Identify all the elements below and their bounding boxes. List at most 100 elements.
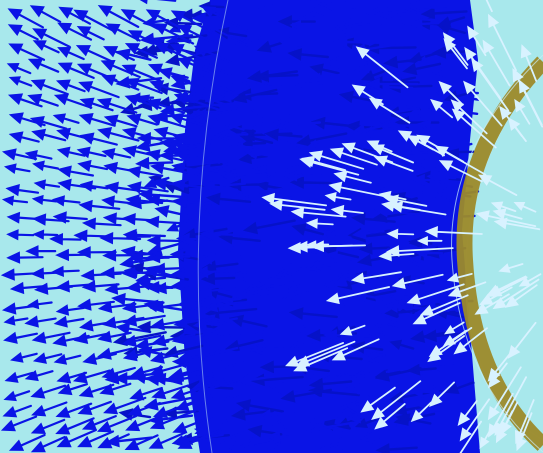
field-arrow [24, 315, 57, 328]
highlight-arrow [378, 190, 407, 202]
field-arrow [199, 227, 241, 241]
highlight-arrow [410, 401, 433, 423]
field-arrow [322, 328, 372, 342]
field-arrow [277, 15, 316, 28]
field-arrow [208, 323, 248, 337]
field-arrow [325, 56, 365, 69]
highlight-arrow [520, 44, 538, 82]
field-arrow [204, 300, 234, 313]
field-arrow [8, 76, 33, 87]
field-arrow [147, 63, 191, 83]
field-arrow [307, 69, 360, 85]
highlight-arrow [329, 147, 378, 166]
highlight-arrow [350, 271, 402, 285]
field-arrow [251, 343, 300, 356]
highlight-arrow [447, 281, 487, 298]
field-arrow [198, 252, 242, 265]
field-arrow [277, 118, 321, 132]
highlight-arrow [507, 117, 527, 142]
field-arrow [1, 195, 29, 206]
field-arrow [122, 314, 166, 327]
highlight-arrow [416, 236, 443, 246]
field-arrow [197, 284, 236, 297]
field-arrow [194, 418, 231, 435]
field-arrow [24, 149, 53, 161]
field-arrow [333, 35, 385, 49]
highlight-arrow [477, 174, 518, 196]
highlight-arrow [330, 204, 364, 217]
field-arrow [76, 146, 107, 159]
field-arrow [232, 88, 278, 104]
field-arrow [259, 277, 285, 289]
highlight-arrow [459, 398, 490, 442]
field-arrow [295, 77, 346, 91]
field-arrow [368, 354, 414, 367]
field-arrow [201, 5, 251, 34]
highlight-arrow [360, 386, 396, 413]
highlight-arrow [453, 327, 488, 355]
field-arrow [228, 314, 268, 328]
field-arrow [75, 45, 112, 63]
highlight-arrow [285, 342, 344, 367]
field-arrow [241, 138, 267, 149]
field-arrow [3, 331, 38, 344]
field-arrow [72, 369, 111, 384]
field-arrow [177, 218, 213, 231]
highlight-arrow [373, 155, 414, 172]
field-arrow [405, 0, 457, 13]
field-arrow [97, 433, 130, 449]
field-arrow [234, 187, 283, 201]
field-arrow [432, 65, 472, 79]
field-arrow [33, 179, 61, 190]
highlight-arrow [512, 68, 543, 128]
highlight-arrow [474, 293, 510, 315]
field-arrow [124, 434, 159, 451]
field-arrow [177, 24, 223, 48]
field-arrow [24, 369, 54, 382]
highlight-arrow [490, 201, 517, 212]
field-arrow [151, 262, 190, 276]
field-arrow [338, 90, 372, 104]
field-arrow [386, 70, 437, 83]
highlight-arrow-group [261, 0, 543, 453]
field-arrow [406, 363, 437, 376]
field-arrow [374, 369, 401, 380]
field-arrow [81, 217, 122, 230]
highlight-arrow [488, 276, 528, 297]
field-arrow [121, 64, 162, 82]
highlight-arrow [333, 170, 372, 184]
field-arrow [151, 384, 190, 400]
field-arrow [205, 192, 252, 206]
highlight-arrow [488, 13, 517, 72]
highlight-arrow [294, 240, 354, 253]
field-arrow [200, 180, 239, 193]
dense-core [178, 0, 480, 453]
field-arrow [201, 94, 241, 111]
field-arrow [52, 113, 80, 124]
field-arrow [127, 401, 161, 416]
field-arrow [201, 211, 249, 224]
field-arrow [284, 170, 313, 182]
highlight-arrow [500, 401, 519, 436]
field-arrow [56, 146, 86, 159]
field-arrow [7, 8, 44, 29]
field-arrow [170, 279, 208, 292]
highlight-arrow [504, 284, 538, 308]
field-arrow [236, 373, 285, 387]
highlight-arrow [471, 57, 510, 112]
field-arrow [426, 171, 457, 183]
field-arrow [139, 32, 194, 46]
field-arrow [146, 234, 183, 247]
field-arrow [226, 243, 275, 256]
field-arrow [152, 23, 195, 45]
field-arrow [57, 62, 95, 79]
field-arrow [8, 43, 46, 61]
field-arrow [29, 5, 62, 23]
field-arrow [4, 371, 34, 383]
field-arrow [31, 128, 67, 142]
field-arrow [243, 147, 280, 160]
highlight-arrow [328, 181, 387, 198]
field-arrow [2, 404, 32, 418]
field-arrow [101, 195, 132, 208]
